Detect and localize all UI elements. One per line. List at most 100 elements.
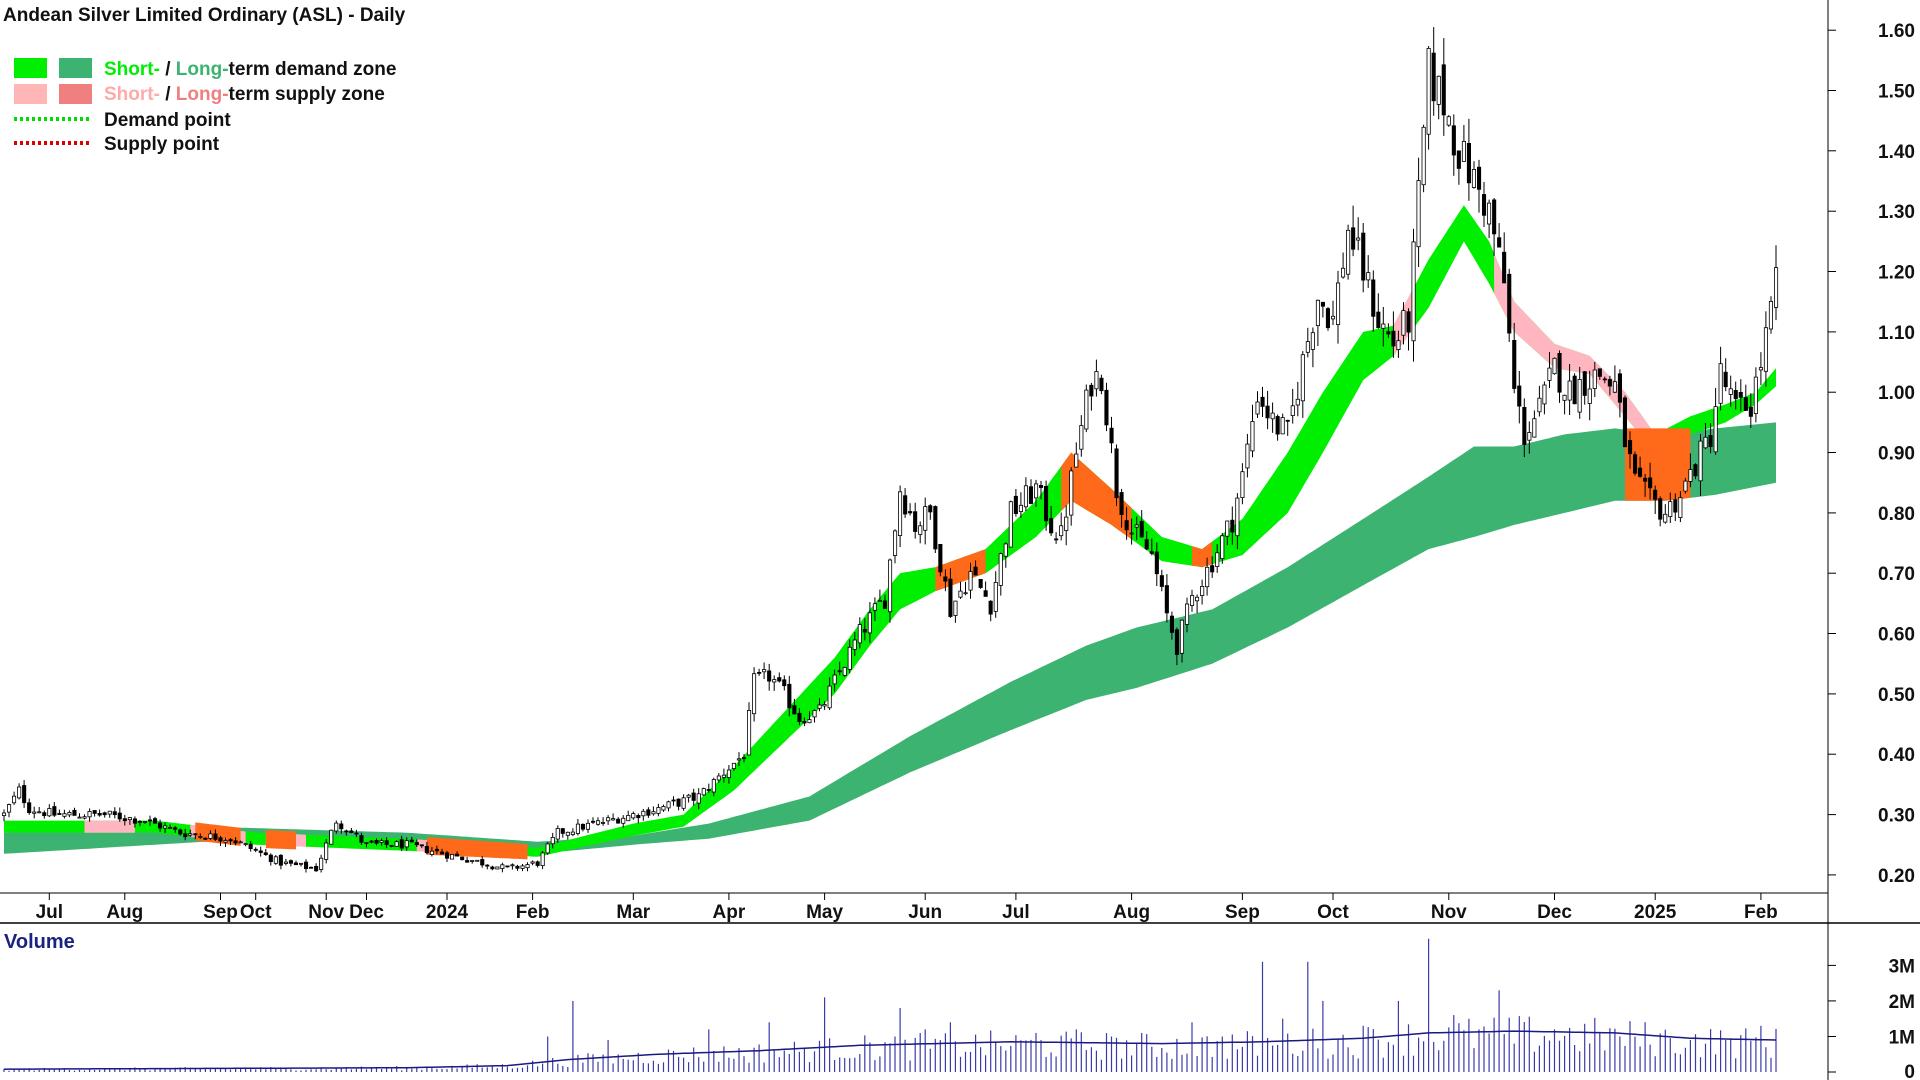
- candle-body: [11, 795, 17, 804]
- candle-body: [1366, 272, 1371, 281]
- time-tick-label: Jun: [908, 902, 942, 923]
- candle-body: [1562, 394, 1567, 401]
- candle-body: [641, 810, 646, 817]
- candle-body: [1401, 310, 1406, 336]
- candle-body: [454, 853, 460, 857]
- candle-body: [142, 821, 148, 823]
- candle-body: [107, 810, 112, 815]
- candle-body: [913, 511, 918, 532]
- candle-body: [1346, 229, 1351, 275]
- candle-body: [736, 758, 741, 761]
- candle-body: [893, 530, 898, 556]
- chart-title: Andean Silver Limited Ordinary (ASL) - D…: [3, 5, 406, 26]
- time-tick-label: Aug: [1113, 902, 1150, 923]
- candle-body: [1592, 369, 1597, 389]
- candle-body: [983, 590, 988, 597]
- candle-body: [1255, 401, 1260, 415]
- candle-body: [1240, 471, 1245, 499]
- legend-supply-point-label: Supply point: [104, 134, 220, 155]
- short-term-supply-zone: [1061, 452, 1132, 540]
- candle-body: [399, 839, 404, 849]
- candle-body: [1331, 315, 1336, 320]
- candle-body: [253, 848, 258, 851]
- candle-body: [1260, 396, 1265, 407]
- candle-body: [344, 830, 349, 833]
- candle-body: [102, 812, 107, 816]
- time-tick-label: Nov: [1431, 902, 1467, 923]
- candle-body: [1149, 551, 1154, 554]
- candle-body: [17, 786, 22, 799]
- candle-body: [223, 840, 228, 843]
- candle-body: [973, 566, 978, 576]
- candle-body: [1542, 384, 1547, 405]
- candle-body: [1612, 381, 1618, 393]
- candle-body: [1290, 405, 1295, 416]
- legend-supply-zone-label: Short- / Long-term supply zone: [104, 84, 385, 105]
- candle-body: [882, 600, 887, 609]
- candle-body: [1527, 432, 1532, 441]
- price-tick-label: 1.20: [1878, 263, 1915, 284]
- candle-body: [601, 822, 606, 824]
- candle-body: [1436, 75, 1441, 105]
- candle-body: [731, 762, 736, 769]
- candle-body: [1557, 352, 1562, 393]
- candle-body: [792, 705, 797, 715]
- supply-overlap-zone: [265, 830, 296, 850]
- candle-body: [168, 827, 173, 829]
- candle-body: [485, 864, 490, 867]
- candle-body: [1008, 501, 1013, 548]
- time-tick-label: Sep: [1225, 902, 1260, 923]
- candle-body: [303, 861, 309, 869]
- candle-body: [550, 837, 555, 845]
- candle-body: [837, 670, 842, 673]
- candle-body: [847, 646, 852, 670]
- candle-body: [525, 864, 530, 869]
- volume-axis: 0 1M 2M 3M: [1828, 956, 1915, 1080]
- candle-body: [1225, 520, 1230, 537]
- price-tick-label: 0.60: [1878, 625, 1915, 646]
- candle-body: [1013, 495, 1018, 514]
- candle-body: [1466, 142, 1472, 184]
- short-term-supply-zone: [1494, 253, 1666, 453]
- candle-body: [293, 862, 298, 866]
- candle-body: [32, 811, 37, 814]
- candle-body: [1471, 168, 1477, 188]
- candle-body: [1461, 140, 1467, 162]
- candle-body: [963, 592, 968, 595]
- candle-body: [752, 673, 757, 715]
- candle-body: [631, 813, 636, 819]
- candle-body: [1144, 539, 1149, 550]
- candle-body: [495, 866, 500, 870]
- candle-body: [621, 817, 626, 824]
- candle-body: [616, 818, 621, 824]
- candle-body: [1638, 467, 1643, 477]
- candle-body: [747, 710, 752, 756]
- candle-body: [1451, 125, 1456, 156]
- candle-body: [742, 757, 747, 759]
- candle-body: [1648, 477, 1653, 489]
- candle-body: [777, 677, 782, 682]
- candle-body: [857, 624, 862, 644]
- candle-body: [1597, 368, 1602, 377]
- candle-body: [721, 774, 726, 778]
- candle-body: [1507, 273, 1512, 334]
- candle-body: [948, 578, 953, 617]
- candle-body: [1124, 520, 1129, 531]
- candle-body: [1250, 421, 1255, 452]
- candle-body: [132, 818, 138, 824]
- candle-body: [404, 840, 409, 848]
- candle-body: [1376, 311, 1381, 329]
- candle-body: [1205, 566, 1210, 588]
- candle-body: [1668, 501, 1673, 518]
- candle-body: [183, 833, 188, 838]
- candle-body: [1295, 398, 1300, 406]
- candle-body: [666, 801, 671, 809]
- price-tick-label: 0.70: [1878, 564, 1915, 585]
- candle-body: [580, 824, 585, 830]
- candle-body: [384, 840, 389, 845]
- candle-body: [646, 809, 651, 816]
- price-tick-label: 0.80: [1878, 504, 1915, 525]
- candle-body: [359, 835, 364, 843]
- candle-body: [636, 815, 641, 819]
